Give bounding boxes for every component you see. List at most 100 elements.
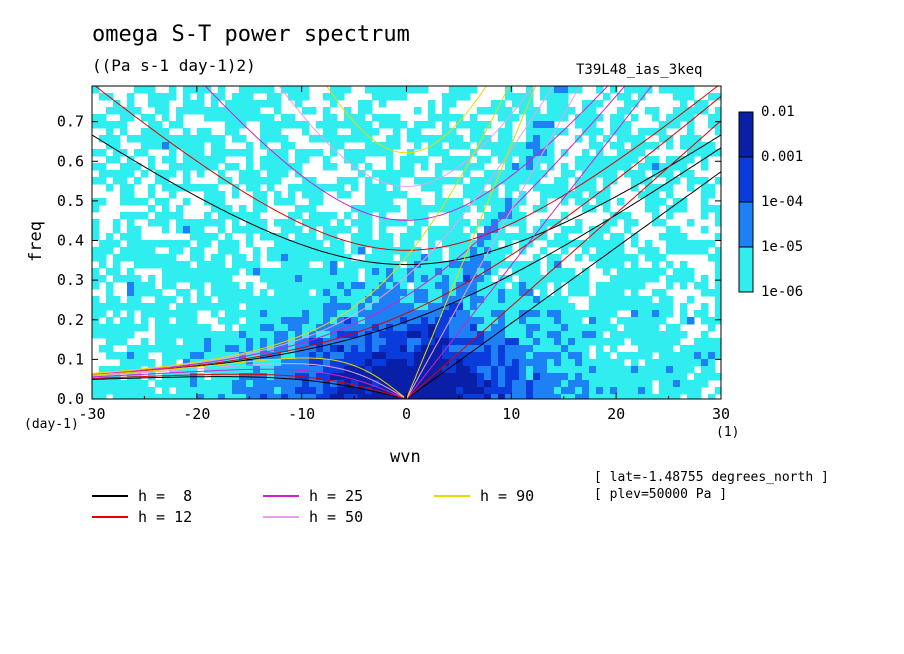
heat-cell (127, 114, 135, 122)
heat-cell (358, 135, 366, 143)
heat-cell (631, 170, 639, 178)
heat-cell (414, 233, 422, 241)
heat-cell (337, 373, 345, 381)
heat-cell (673, 324, 681, 332)
heat-cell (512, 100, 520, 108)
heat-cell (498, 156, 506, 164)
heat-cell (512, 345, 520, 353)
heat-cell (379, 212, 387, 220)
heat-cell (309, 184, 317, 192)
x-axis-label: wvn (390, 447, 421, 467)
heat-cell (638, 93, 646, 101)
heat-cell (190, 352, 198, 360)
heat-cell (358, 149, 366, 157)
heat-cell (568, 303, 576, 311)
heat-cell (526, 268, 534, 276)
heat-cell (491, 352, 499, 360)
heat-cell (330, 149, 338, 157)
heat-cell (498, 317, 506, 325)
heat-cell (421, 254, 429, 262)
heat-cell (484, 156, 492, 164)
heat-cell (589, 114, 597, 122)
heat-cell (183, 184, 191, 192)
heat-cell (155, 380, 163, 388)
heat-cell (652, 345, 660, 353)
heat-cell (631, 149, 639, 157)
heat-cell (358, 170, 366, 178)
heat-cell (666, 212, 674, 220)
heat-cell (372, 296, 380, 304)
heat-cell (484, 275, 492, 283)
heat-cell (687, 177, 695, 185)
heat-cell (421, 156, 429, 164)
heat-cell (694, 149, 702, 157)
heat-cell (701, 226, 709, 234)
heat-cell (554, 345, 562, 353)
heat-cell (624, 121, 632, 129)
heat-cell (246, 338, 254, 346)
heat-cell (708, 394, 716, 399)
heat-cell (680, 359, 688, 367)
heat-cell (498, 219, 506, 227)
heat-cell (687, 149, 695, 157)
heat-cell (183, 324, 191, 332)
heat-cell (274, 93, 282, 101)
heat-cell (295, 324, 303, 332)
colorbar-swatch (738, 246, 754, 293)
heat-cell (379, 317, 387, 325)
heat-cell (680, 93, 688, 101)
heat-cell (533, 177, 541, 185)
heat-cell (239, 86, 247, 94)
heat-cell (463, 317, 471, 325)
heat-cell (477, 240, 485, 248)
heat-cell (715, 149, 721, 157)
heat-cell (316, 380, 324, 388)
heat-cell (477, 387, 485, 395)
heat-cell (491, 254, 499, 262)
heat-cell (211, 310, 219, 318)
heat-cell (344, 226, 352, 234)
heat-cell (323, 345, 331, 353)
heat-cell (127, 226, 135, 234)
heat-cell (428, 345, 436, 353)
heat-cell (106, 268, 114, 276)
heat-cell (302, 387, 310, 395)
heat-cell (218, 156, 226, 164)
ig-wave-h8 (92, 134, 721, 266)
heat-cell (561, 310, 569, 318)
heat-cell (232, 345, 240, 353)
heat-cell (155, 93, 163, 101)
heat-cell (407, 345, 415, 353)
y-tick-label: 0.3 (57, 271, 84, 289)
heat-cell (519, 191, 527, 199)
heat-cell (176, 142, 184, 150)
heat-cell (414, 296, 422, 304)
heat-cell (561, 233, 569, 241)
heat-cell (120, 359, 128, 367)
heat-cell (645, 268, 653, 276)
heat-cell (344, 387, 352, 395)
heat-cell (589, 359, 597, 367)
heat-cell (302, 240, 310, 248)
heat-cell (309, 107, 317, 115)
heat-cell (491, 191, 499, 199)
heat-cell (582, 156, 590, 164)
heat-cell (414, 359, 422, 367)
heat-cell (393, 247, 401, 255)
heat-cell (561, 247, 569, 255)
heat-cell (372, 149, 380, 157)
heat-cell (386, 156, 394, 164)
heat-cell (372, 359, 380, 367)
heat-cell (344, 359, 352, 367)
heat-cell (477, 219, 485, 227)
heat-cell (246, 282, 254, 290)
heat-cell (337, 121, 345, 129)
heat-cell (365, 107, 373, 115)
heat-cell (393, 296, 401, 304)
heat-cell (708, 373, 716, 381)
heat-cell (512, 338, 520, 346)
heat-cell (645, 310, 653, 318)
heat-cell (666, 191, 674, 199)
heat-cell (281, 114, 289, 122)
kelvin-wave-h50 (406, 86, 581, 399)
